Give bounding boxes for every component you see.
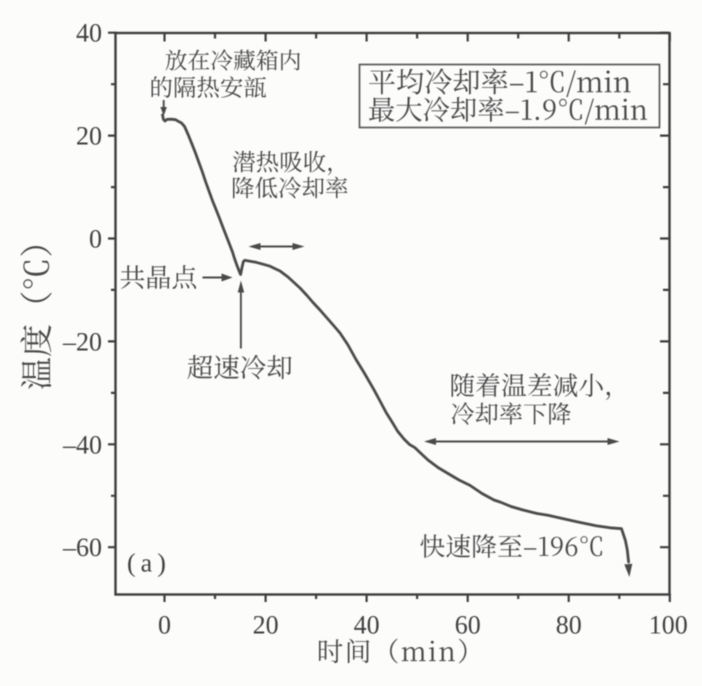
svg-text:40: 40 <box>76 19 102 48</box>
svg-text:0: 0 <box>89 225 102 254</box>
svg-text:(a): (a) <box>127 549 171 578</box>
svg-text:100: 100 <box>649 610 688 639</box>
svg-text:80: 80 <box>556 610 582 639</box>
svg-text:40: 40 <box>354 610 380 639</box>
svg-text:20: 20 <box>253 610 279 639</box>
svg-text:–60: –60 <box>62 533 102 562</box>
svg-text:20: 20 <box>76 122 102 151</box>
svg-text:–40: –40 <box>62 430 102 459</box>
svg-text:60: 60 <box>455 610 481 639</box>
svg-text:0: 0 <box>158 610 171 639</box>
svg-text:–20: –20 <box>62 327 102 356</box>
